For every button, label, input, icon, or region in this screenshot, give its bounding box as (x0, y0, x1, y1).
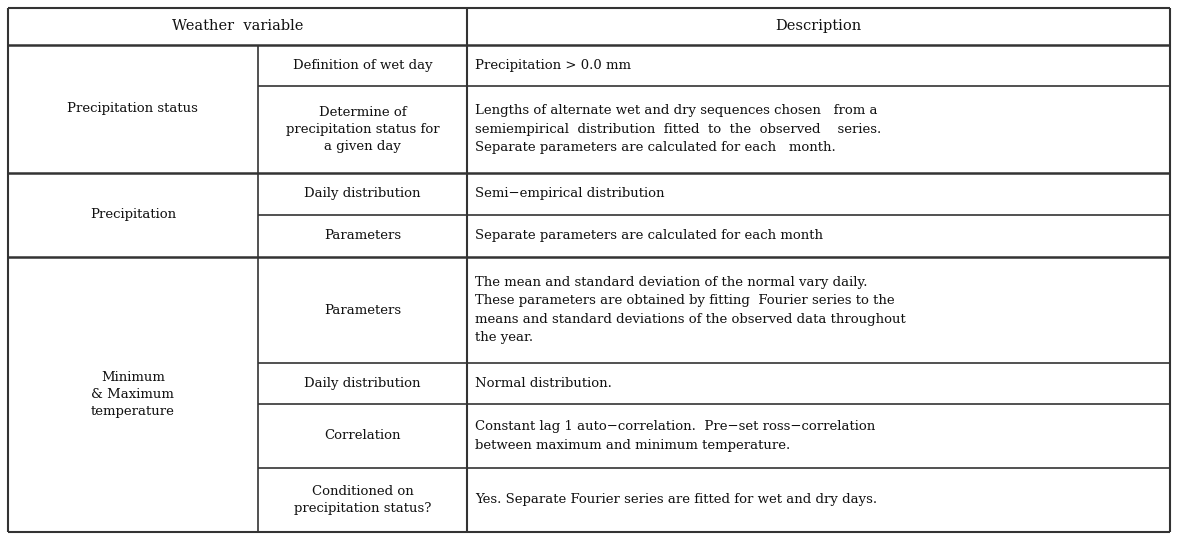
Text: Conditioned on
precipitation status?: Conditioned on precipitation status? (293, 485, 431, 515)
Text: Constant lag 1 auto−correlation.  Pre−set ross−correlation: Constant lag 1 auto−correlation. Pre−set… (475, 420, 875, 433)
Text: Precipitation > 0.0 mm: Precipitation > 0.0 mm (475, 59, 631, 72)
Text: Daily distribution: Daily distribution (304, 377, 421, 390)
Text: Determine of
precipitation status for
a given day: Determine of precipitation status for a … (285, 106, 439, 153)
Text: Minimum
& Maximum
temperature: Minimum & Maximum temperature (91, 371, 174, 418)
Text: Semi−empirical distribution: Semi−empirical distribution (475, 187, 664, 200)
Text: Parameters: Parameters (324, 303, 401, 316)
Text: Lengths of alternate wet and dry sequences chosen   from a: Lengths of alternate wet and dry sequenc… (475, 104, 878, 117)
Text: Separate parameters are calculated for each month: Separate parameters are calculated for e… (475, 230, 823, 242)
Text: the year.: the year. (475, 331, 534, 344)
Text: Parameters: Parameters (324, 230, 401, 242)
Text: Correlation: Correlation (324, 429, 401, 442)
Text: Precipitation status: Precipitation status (67, 102, 198, 115)
Text: Separate parameters are calculated for each   month.: Separate parameters are calculated for e… (475, 141, 835, 154)
Text: Definition of wet day: Definition of wet day (292, 59, 432, 72)
Text: The mean and standard deviation of the normal vary daily.: The mean and standard deviation of the n… (475, 276, 867, 289)
Text: means and standard deviations of the observed data throughout: means and standard deviations of the obs… (475, 313, 906, 326)
Text: Daily distribution: Daily distribution (304, 187, 421, 200)
Text: semiempirical  distribution  fitted  to  the  observed    series.: semiempirical distribution fitted to the… (475, 123, 881, 136)
Text: Description: Description (775, 19, 861, 33)
Text: Yes. Separate Fourier series are fitted for wet and dry days.: Yes. Separate Fourier series are fitted … (475, 494, 878, 507)
Text: between maximum and minimum temperature.: between maximum and minimum temperature. (475, 438, 790, 451)
Text: These parameters are obtained by fitting  Fourier series to the: These parameters are obtained by fitting… (475, 294, 894, 307)
Text: Normal distribution.: Normal distribution. (475, 377, 611, 390)
Text: Weather  variable: Weather variable (172, 19, 303, 33)
Text: Precipitation: Precipitation (90, 208, 176, 221)
